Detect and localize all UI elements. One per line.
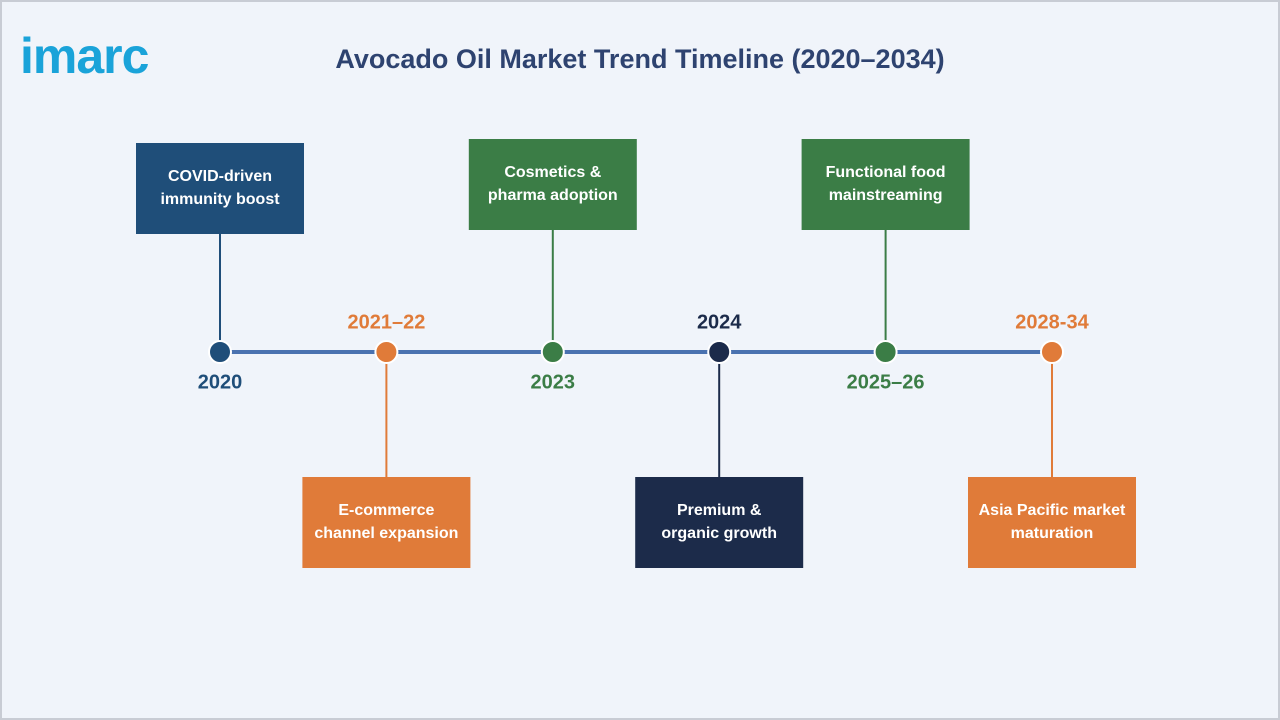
timeline-node	[1040, 340, 1064, 364]
event-label: maturation	[1011, 525, 1094, 542]
year-label: 2025–26	[847, 371, 925, 393]
year-label: 2020	[198, 371, 243, 393]
event-label: Asia Pacific market	[979, 502, 1126, 519]
event-box	[302, 477, 471, 568]
year-label: 2021–22	[347, 311, 425, 333]
event-label: channel expansion	[314, 525, 458, 542]
event-label: immunity boost	[160, 191, 280, 208]
event-box	[635, 477, 804, 568]
event-label: E-commerce	[338, 502, 434, 519]
event-label: COVID-driven	[168, 168, 272, 185]
timeline-node	[873, 340, 898, 364]
event-label: pharma adoption	[488, 187, 618, 204]
event-label: Functional food	[826, 164, 946, 181]
event-label: Premium &	[677, 502, 762, 519]
timeline-node	[540, 340, 565, 364]
event-label: organic growth	[661, 525, 777, 542]
title: Avocado Oil Market Trend Timeline (2020–…	[335, 44, 944, 74]
event-label: mainstreaming	[829, 187, 943, 204]
timeline-node	[208, 340, 232, 364]
event-box	[136, 143, 304, 234]
logo: imarc	[20, 28, 149, 84]
event-box	[801, 139, 970, 230]
year-label: 2028-34	[1015, 311, 1089, 333]
year-label: 2024	[697, 311, 742, 333]
event-box	[968, 477, 1136, 568]
event-box	[468, 139, 637, 230]
timeline-node	[707, 340, 732, 364]
year-label: 2023	[531, 371, 576, 393]
timeline-node	[374, 340, 399, 364]
event-label: Cosmetics &	[504, 164, 601, 181]
